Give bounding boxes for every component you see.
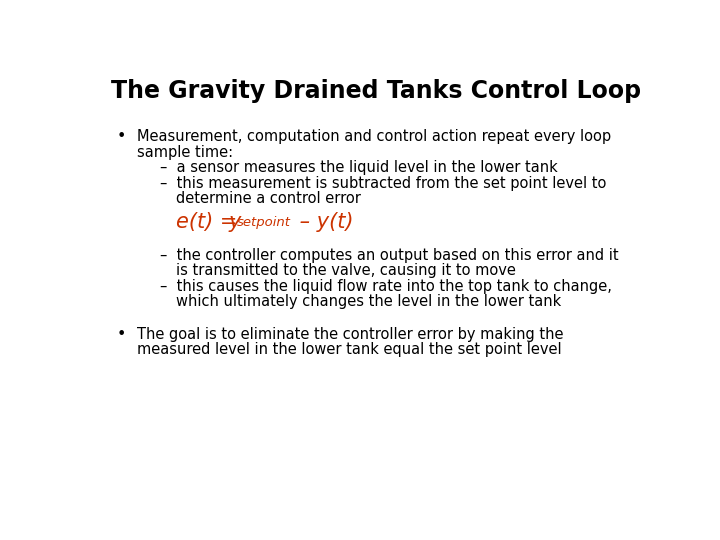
Text: which ultimately changes the level in the lower tank: which ultimately changes the level in th… [176, 294, 562, 309]
Text: –  a sensor measures the liquid level in the lower tank: – a sensor measures the liquid level in … [160, 160, 557, 176]
Text: –  this causes the liquid flow rate into the top tank to change,: – this causes the liquid flow rate into … [160, 279, 611, 294]
Text: sample time:: sample time: [138, 145, 233, 160]
Text: –  this measurement is subtracted from the set point level to: – this measurement is subtracted from th… [160, 176, 606, 191]
Text: •: • [117, 327, 126, 342]
Text: e(t) =: e(t) = [176, 212, 245, 232]
Text: The Gravity Drained Tanks Control Loop: The Gravity Drained Tanks Control Loop [111, 79, 642, 103]
Text: – y(t): – y(t) [292, 212, 353, 232]
Text: The goal is to eliminate the controller error by making the: The goal is to eliminate the controller … [138, 327, 564, 342]
Text: –  the controller computes an output based on this error and it: – the controller computes an output base… [160, 248, 618, 263]
Text: is transmitted to the valve, causing it to move: is transmitted to the valve, causing it … [176, 263, 516, 278]
Text: •: • [117, 129, 126, 144]
Text: y: y [228, 212, 240, 232]
Text: measured level in the lower tank equal the set point level: measured level in the lower tank equal t… [138, 342, 562, 357]
Text: Measurement, computation and control action repeat every loop: Measurement, computation and control act… [138, 129, 611, 144]
Text: determine a control error: determine a control error [176, 191, 361, 206]
Text: setpoint: setpoint [237, 216, 291, 229]
